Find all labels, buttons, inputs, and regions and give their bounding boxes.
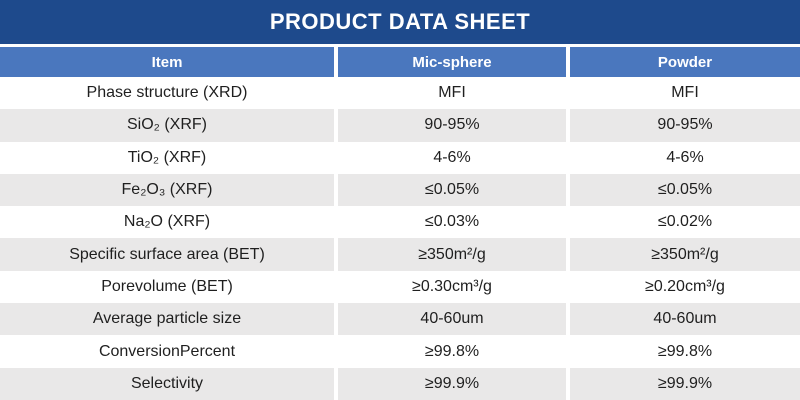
mic-sphere-cell: ≤0.05% xyxy=(338,173,566,207)
item-cell: TiO₂ (XRF) xyxy=(0,141,334,174)
item-cell: Fe₂O₃ (XRF) xyxy=(0,173,334,207)
mic-sphere-cell: 90-95% xyxy=(338,109,566,142)
powder-cell: 4-6% xyxy=(570,141,800,174)
table-row: Porevolume (BET) ≥0.30cm³/g ≥0.20cm³/g xyxy=(0,270,800,304)
powder-cell: 40-60um xyxy=(570,303,800,336)
item-cell: Phase structure (XRD) xyxy=(0,77,334,110)
sheet-title-bar: PRODUCT DATA SHEET xyxy=(0,0,800,44)
table-row: Na₂O (XRF) ≤0.03% ≤0.02% xyxy=(0,206,800,239)
table-row: Average particle size 40-60um 40-60um xyxy=(0,303,800,336)
powder-cell: ≥99.8% xyxy=(570,335,800,368)
table-row: Selectivity ≥99.9% ≥99.9% xyxy=(0,367,800,400)
powder-cell: 90-95% xyxy=(570,109,800,142)
item-cell: Average particle size xyxy=(0,303,334,336)
table-row: Phase structure (XRD) MFI MFI xyxy=(0,77,800,110)
page-title: PRODUCT DATA SHEET xyxy=(269,9,531,34)
powder-cell: ≥350m²/g xyxy=(570,238,800,271)
item-cell: Porevolume (BET) xyxy=(0,270,334,304)
mic-sphere-cell: ≥350m²/g xyxy=(338,238,566,271)
divider xyxy=(0,44,800,47)
item-cell: Selectivity xyxy=(0,367,334,400)
mic-sphere-cell: MFI xyxy=(338,77,566,110)
item-cell: SiO₂ (XRF) xyxy=(0,109,334,142)
table-row: ConversionPercent ≥99.8% ≥99.8% xyxy=(0,335,800,368)
powder-cell: ≤0.02% xyxy=(570,206,800,239)
mic-sphere-cell: ≥0.30cm³/g xyxy=(338,270,566,304)
column-header-mic-sphere: Mic-sphere xyxy=(338,47,566,77)
table-header-row: Item Mic-sphere Powder xyxy=(0,47,800,77)
column-header-item: Item xyxy=(0,47,334,77)
item-cell: Na₂O (XRF) xyxy=(0,206,334,239)
powder-cell: ≥0.20cm³/g xyxy=(570,270,800,304)
mic-sphere-cell: ≥99.8% xyxy=(338,335,566,368)
column-header-powder: Powder xyxy=(570,47,800,77)
mic-sphere-cell: 4-6% xyxy=(338,141,566,174)
table-row: Specific surface area (BET) ≥350m²/g ≥35… xyxy=(0,238,800,271)
mic-sphere-cell: ≥99.9% xyxy=(338,367,566,400)
table-row: TiO₂ (XRF) 4-6% 4-6% xyxy=(0,141,800,174)
item-cell: ConversionPercent xyxy=(0,335,334,368)
mic-sphere-cell: ≤0.03% xyxy=(338,206,566,239)
table-row: SiO₂ (XRF) 90-95% 90-95% xyxy=(0,109,800,142)
item-cell: Specific surface area (BET) xyxy=(0,238,334,271)
powder-cell: ≥99.9% xyxy=(570,367,800,400)
powder-cell: MFI xyxy=(570,77,800,110)
powder-cell: ≤0.05% xyxy=(570,173,800,207)
table-row: Fe₂O₃ (XRF) ≤0.05% ≤0.05% xyxy=(0,173,800,207)
mic-sphere-cell: 40-60um xyxy=(338,303,566,336)
